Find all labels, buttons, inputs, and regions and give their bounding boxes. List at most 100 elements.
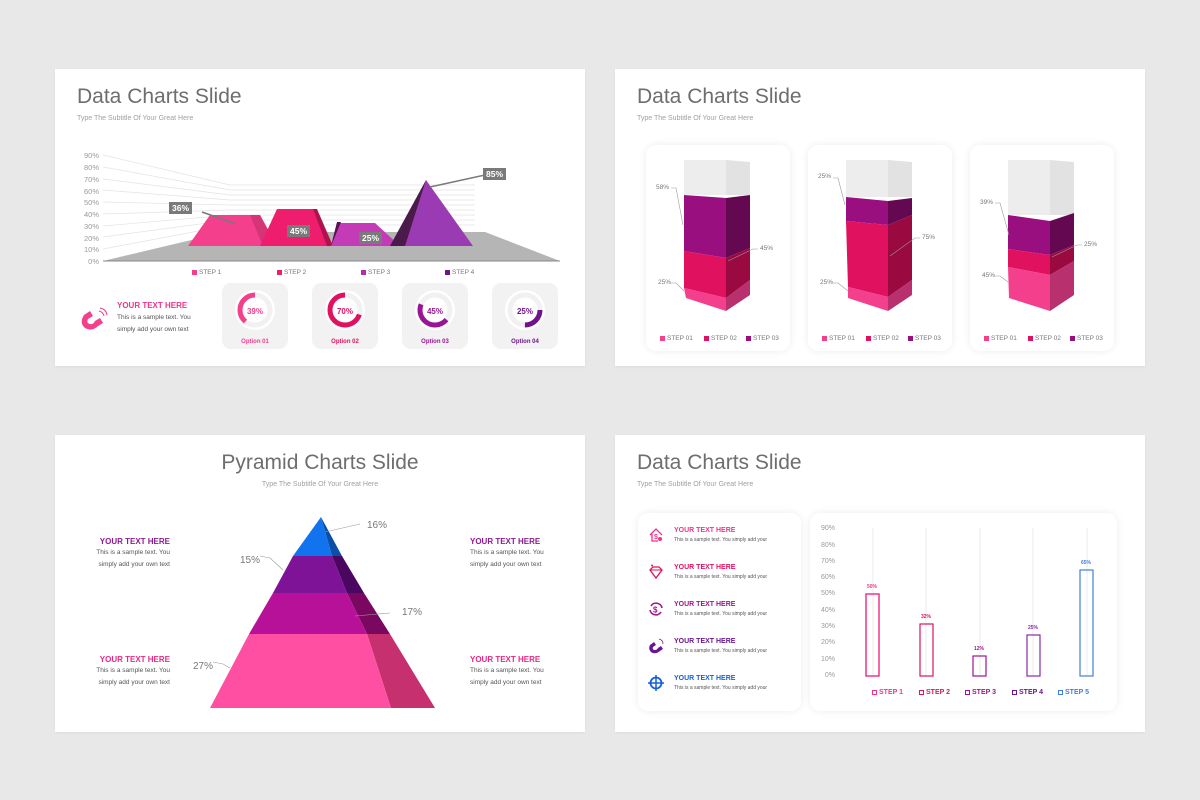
legend-step1: STEP 1 <box>872 689 903 696</box>
bar-value: 50% <box>867 584 878 590</box>
y-tick: 90% <box>820 525 835 532</box>
donut-chart <box>505 290 545 330</box>
text-block-top-left: YOUR TEXT HERE This is a sample text. Yo… <box>85 537 170 571</box>
text-block-bottom-left: YOUR TEXT HERE This is a sample text. Yo… <box>85 655 170 689</box>
legend-swatch <box>192 270 197 275</box>
list-body: This is a sample text. You simply add yo… <box>674 648 768 654</box>
stacked-card-1: 58% 45% 25% STEP 01 STEP 02 STEP 03 <box>646 145 790 351</box>
list-item: YOUR TEXT HERE This is a sample text. You… <box>648 564 767 580</box>
bar-value: 32% <box>921 614 932 620</box>
legend-label: STEP 01 <box>667 335 693 342</box>
option-label: Option 03 <box>421 339 449 345</box>
option-card-2[interactable]: 70% Option 02 <box>312 283 378 349</box>
option-card-4[interactable]: 25% Option 04 <box>492 283 558 349</box>
y-tick: 60% <box>83 187 99 196</box>
option-card-1[interactable]: 39% Option 01 <box>222 283 288 349</box>
y-tick: 40% <box>83 210 99 219</box>
block-heading: YOUR TEXT HERE <box>470 537 541 546</box>
list-body: This is a sample text. You simply add yo… <box>674 574 768 580</box>
legend-label: STEP 03 <box>753 335 779 342</box>
list-body: This is a sample text. You simply add yo… <box>674 611 768 617</box>
y-tick: 80% <box>820 542 835 549</box>
legend-label: STEP 3 <box>972 689 996 696</box>
stacked-card-3: 39% 25% 45% STEP 01 STEP 02 STEP 03 <box>970 145 1114 351</box>
pct-label: 39% <box>980 199 994 206</box>
target-icon <box>648 675 664 691</box>
legend-label: STEP 2 <box>926 689 950 696</box>
block-body: This is a sample text. You <box>470 549 544 556</box>
list-body: This is a sample text. You simply add yo… <box>674 537 768 543</box>
diamond-icon <box>649 564 663 580</box>
y-tick: 10% <box>83 245 99 254</box>
option-card-3[interactable]: 45% Option 03 <box>402 283 468 349</box>
pct-label: 45% <box>760 245 774 252</box>
list-heading: YOUR TEXT HERE <box>674 675 736 682</box>
legend-step02: STEP 02 <box>866 335 899 342</box>
block-heading: YOUR TEXT HERE <box>99 537 170 546</box>
block-heading: YOUR TEXT HERE <box>99 655 170 664</box>
donut-chart <box>415 290 455 330</box>
legend-step03: STEP 03 <box>746 335 779 342</box>
legend-step2: STEP 2 <box>277 269 306 276</box>
block-body: simply add your own text <box>470 679 542 686</box>
legend-label: STEP 1 <box>879 689 903 696</box>
legend-step03: STEP 03 <box>908 335 941 342</box>
legend-label: STEP 2 <box>284 269 307 276</box>
option-value: 39% <box>246 307 263 316</box>
y-tick: 50% <box>83 198 99 207</box>
pct-label: 25% <box>818 173 832 180</box>
dollar-cycle-icon: $ <box>649 602 663 616</box>
svg-text:$: $ <box>653 606 658 615</box>
legend-label: STEP 03 <box>915 335 941 342</box>
y-tick: 20% <box>820 639 835 646</box>
list-item: YOUR TEXT HERE This is a sample text. You… <box>648 638 767 654</box>
y-tick: 30% <box>83 222 99 231</box>
callout-step4: 85% <box>483 168 507 180</box>
legend-swatch <box>908 336 913 341</box>
y-tick: 50% <box>820 590 835 597</box>
y-tick: 80% <box>83 163 99 172</box>
option-value: 70% <box>336 307 353 316</box>
magnet-icon <box>81 307 108 330</box>
legend-label: STEP 02 <box>711 335 737 342</box>
callout-step1: 36% <box>169 202 193 214</box>
stacked-column-chart <box>995 160 1082 311</box>
legend-label: STEP 3 <box>368 269 391 276</box>
legend-step02: STEP 02 <box>704 335 737 342</box>
slide-subtitle: Type The Subtitle Of Your Great Here <box>637 481 754 488</box>
slide-title: Data Charts Slide <box>637 85 802 108</box>
y-tick: 20% <box>83 234 99 243</box>
list-body: This is a sample text. You simply add yo… <box>674 685 768 691</box>
slide-pyramid-charts: Pyramid Charts Slide Type The Subtitle O… <box>55 435 585 732</box>
legend-swatch <box>1012 690 1017 695</box>
legend-swatch <box>984 336 989 341</box>
outline-bar-chart <box>865 528 1094 677</box>
block-body: This is a sample text. You <box>96 667 170 674</box>
y-tick: 30% <box>820 623 835 630</box>
legend-step3: STEP 3 <box>361 269 390 276</box>
slide-data-charts-1: Data Charts Slide Type The Subtitle Of Y… <box>55 69 585 366</box>
option-value: 25% <box>516 307 533 316</box>
legend-swatch <box>872 690 877 695</box>
legend-swatch <box>1058 690 1063 695</box>
pct-label: 25% <box>1084 241 1098 248</box>
legend-label: STEP 01 <box>991 335 1017 342</box>
legend-swatch <box>704 336 709 341</box>
magnet-icon <box>649 638 664 654</box>
list-item: $ YOUR TEXT HERE This is a sample text. Y… <box>648 601 767 617</box>
block-body: simply add your own text <box>98 561 170 568</box>
pct-label: 16% <box>367 520 388 531</box>
pct-label: 25% <box>658 279 672 286</box>
legend-step02: STEP 02 <box>1028 335 1061 342</box>
feature-heading: YOUR TEXT HERE <box>117 301 188 310</box>
bar-value: 12% <box>974 646 985 652</box>
legend-label: STEP 03 <box>1077 335 1103 342</box>
legend-swatch <box>866 336 871 341</box>
option-label: Option 01 <box>241 339 269 345</box>
slide-data-charts-2: Data Charts Slide Type The Subtitle Of Y… <box>615 69 1145 366</box>
legend-swatch <box>445 270 450 275</box>
block-heading: YOUR TEXT HERE <box>470 655 541 664</box>
legend-swatch <box>965 690 970 695</box>
list-item: YOUR TEXT HERE This is a sample text. You… <box>648 675 767 691</box>
slide-title: Pyramid Charts Slide <box>221 451 419 474</box>
